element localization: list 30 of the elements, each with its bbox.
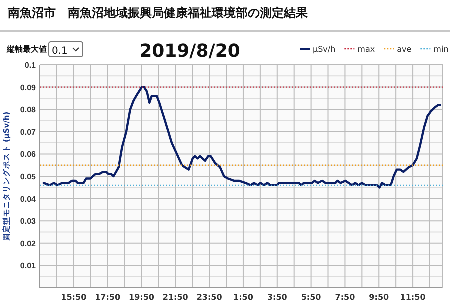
- legend-label: μSv/h: [313, 45, 336, 54]
- x-tick-label: 17:50: [95, 293, 121, 302]
- legend-label: ave: [397, 45, 412, 54]
- y-tick-label: 0.08: [20, 106, 37, 115]
- chart-title: 2019/8/20: [140, 41, 240, 62]
- x-tick-label: 3:50: [267, 293, 288, 302]
- y-tick-label: 0.1: [24, 61, 37, 70]
- legend-label: max: [358, 45, 376, 54]
- x-tick-label: 9:50: [369, 293, 390, 302]
- x-tick-label: 21:50: [162, 293, 189, 302]
- legend-label: min: [434, 45, 449, 54]
- y-tick-label: 0.05: [20, 172, 37, 182]
- y-tick-label: 0.04: [20, 194, 37, 204]
- line-series: [42, 86, 442, 189]
- text: 縦軸最大値: [6, 45, 47, 54]
- x-tick-label: 11:50: [400, 293, 426, 302]
- x-tick-label: 7:50: [335, 293, 356, 302]
- x-tick-label: 23:50: [196, 293, 223, 302]
- x-tick-label: 5:50: [301, 293, 322, 302]
- x-tick-label: 19:50: [129, 293, 155, 302]
- y-tick-label: 0.07: [20, 128, 37, 137]
- text: 0.1: [52, 46, 68, 57]
- x-tick-label: 15:50: [61, 293, 88, 302]
- y-tick-label: 0.09: [20, 83, 37, 92]
- y-tick-label: 0.02: [20, 239, 37, 248]
- x-tick-label: 1:50: [234, 293, 254, 302]
- chart-subtitle: 南魚沼市 南魚沼地域振興局健康福祉環境部の測定結果: [7, 6, 309, 20]
- y-tick-label: 0.03: [20, 217, 37, 226]
- y-tick-label: 0.06: [20, 150, 37, 160]
- y-tick-label: 0.01: [20, 262, 37, 271]
